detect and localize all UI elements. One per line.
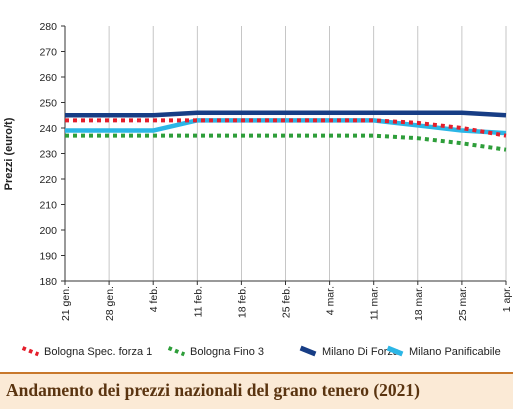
series-line	[65, 118, 507, 138]
series-line	[65, 110, 507, 118]
legend-swatch	[21, 346, 40, 357]
axes	[61, 25, 507, 285]
y-tick-label: 270	[39, 47, 57, 59]
y-tick-labels: 180 190 200 210 220 230 240 250 260 270 280	[39, 21, 57, 288]
y-tick-label: 220	[39, 174, 57, 186]
chart: 180 190 200 210 220 230 240 250 260 270 280 21 gen…	[3, 21, 513, 358]
y-tick-label: 180	[39, 276, 57, 288]
x-tick-label: 4 mar.	[325, 286, 337, 315]
legend-label: Milano Panificabile	[409, 346, 501, 358]
x-tick-label: 25 mar.	[457, 286, 469, 321]
legend-label: Milano Di Forza	[322, 346, 400, 358]
y-tick-label: 260	[39, 72, 57, 84]
legend: Bologna Spec. forza 1 Bologna Fino 3 Milan…	[21, 345, 501, 358]
footer-banner: Andamento dei prezzi nazionali del grano…	[0, 372, 513, 409]
series-line	[65, 133, 507, 152]
y-tick-label: 280	[39, 21, 57, 33]
x-tick-label: 1 apr.	[501, 286, 513, 312]
legend-swatch	[299, 345, 317, 357]
x-tick-label: 11 mar.	[369, 286, 381, 320]
y-tick-label: 200	[39, 225, 57, 237]
legend-label: Bologna Fino 3	[190, 346, 264, 358]
gridlines	[108, 26, 507, 281]
x-tick-label: 11 feb.	[192, 286, 204, 317]
y-tick-label: 240	[39, 123, 57, 135]
series-lines	[65, 110, 507, 152]
chart-caption: Andamento dei prezzi nazionali del grano…	[6, 380, 420, 400]
x-tick-label: 18 feb.	[236, 286, 248, 318]
x-tick-label: 25 feb.	[281, 286, 293, 318]
y-tick-label: 210	[39, 200, 57, 212]
y-tick-label: 250	[39, 98, 57, 110]
y-axis-label: Prezzi (euro/t)	[3, 117, 15, 190]
y-tick-label: 190	[39, 251, 57, 263]
x-tick-label: 21 gen.	[60, 286, 72, 321]
legend-label: Bologna Spec. forza 1	[44, 346, 152, 358]
x-tick-labels: 21 gen. 28 gen. 4 feb. 11 feb. 18 feb. 25 feb…	[60, 286, 513, 321]
y-tick-label: 230	[39, 149, 57, 161]
x-tick-label: 28 gen.	[104, 286, 116, 321]
x-tick-label: 4 feb.	[148, 286, 160, 312]
legend-swatch	[167, 346, 186, 357]
series-line	[65, 118, 507, 136]
legend-swatch	[386, 345, 404, 357]
x-tick-label: 18 mar.	[413, 286, 425, 321]
